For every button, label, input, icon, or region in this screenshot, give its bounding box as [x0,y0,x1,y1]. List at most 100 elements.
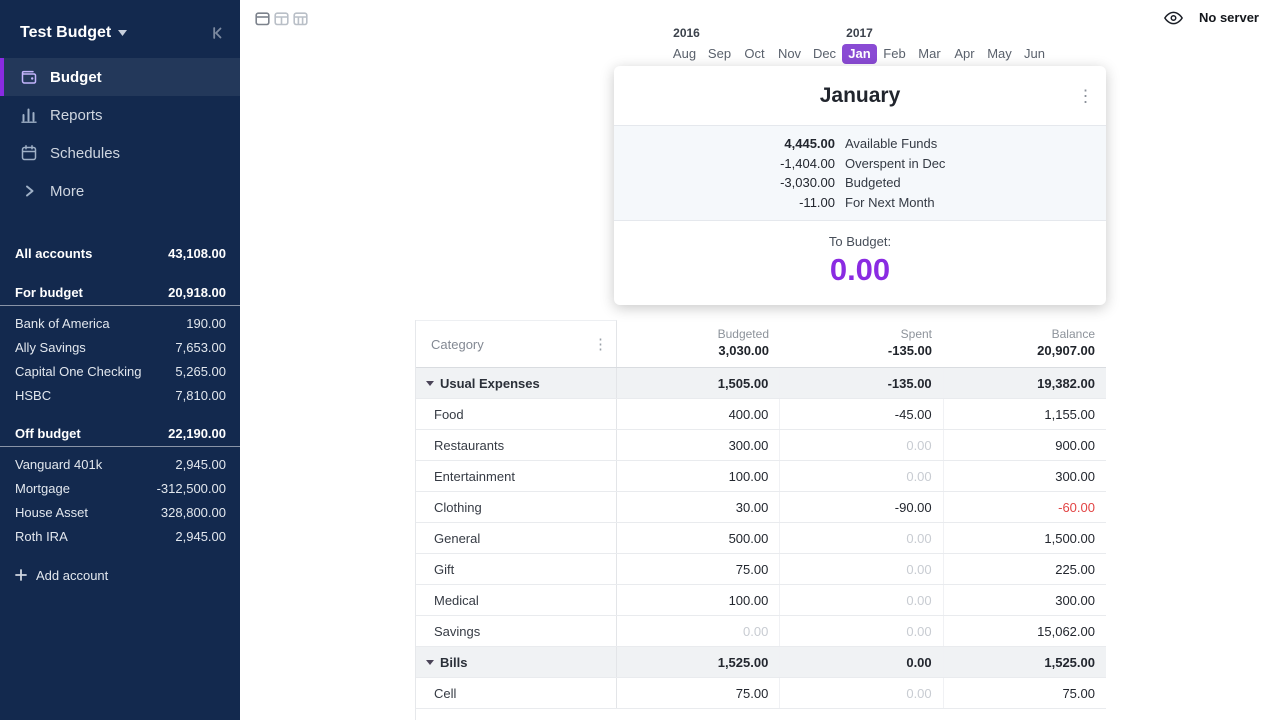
month-feb[interactable]: Feb [883,46,906,61]
account-row-bank-of-america[interactable]: Bank of America 190.00 [0,311,240,335]
balance-cell[interactable]: 1,525.00 [1044,654,1095,670]
spent-cell[interactable]: 0.00 [780,647,944,677]
add-account-button[interactable]: Add account [0,562,240,588]
spent-cell[interactable]: -90.00 [780,492,944,522]
budgeted-cell[interactable]: 100.00 [617,461,781,491]
summary-rows: 4,445.00 Available Funds -1,404.00 Overspen… [614,125,1106,221]
month-oct[interactable]: Oct [744,46,765,61]
category-name[interactable]: Gift [416,554,617,584]
balance-cell[interactable]: -60.00 [1058,499,1095,515]
balance-cell[interactable]: 225.00 [1055,561,1095,577]
spent-cell[interactable]: 0.00 [780,678,944,708]
month-dec[interactable]: Dec [812,46,837,61]
collapse-triangle-icon[interactable] [426,659,434,665]
server-status-button[interactable]: No server [1199,10,1259,25]
month-mar[interactable]: Mar [918,46,941,61]
balance-cell[interactable]: 15,062.00 [1037,623,1095,639]
sidebar-item-schedules[interactable]: Schedules [0,134,240,172]
sidebar-item-budget[interactable]: Budget [0,58,240,96]
category-name[interactable]: Entertainment [416,461,617,491]
collapse-sidebar-icon[interactable] [210,25,226,41]
category-name[interactable]: Medical [416,585,617,615]
group-row-bills[interactable]: Bills 1,525.00 0.00 1,525.00 [416,647,1106,678]
balance-cell[interactable]: 900.00 [1055,437,1095,453]
budgeted-column-header: Budgeted 3,030.00 [617,320,780,367]
balance-cell[interactable]: 300.00 [1055,468,1095,484]
category-name[interactable]: Savings [416,616,617,646]
section-total: 43,108.00 [168,245,226,261]
month-jun[interactable]: Jun [1024,46,1045,61]
account-row-house-asset[interactable]: House Asset 328,800.00 [0,500,240,524]
balance-cell[interactable]: 19,382.00 [1037,375,1095,391]
spent-cell[interactable]: 0.00 [780,430,944,460]
spent-cell[interactable]: 0.00 [780,616,944,646]
spent-cell[interactable]: -45.00 [780,399,944,429]
summary-label: Budgeted [845,175,901,190]
spent-cell[interactable]: 0.00 [780,554,944,584]
category-row-food: Food 400.00 -45.00 1,155.00 [416,399,1106,430]
group-name[interactable]: Usual Expenses [416,368,617,398]
month-apr[interactable]: Apr [954,46,975,61]
budgeted-cell[interactable]: 75.00 [617,678,781,708]
group-row-usual-expenses[interactable]: Usual Expenses 1,505.00 -135.00 19,382.00 [416,368,1106,399]
chevron-right-icon [20,182,38,200]
section-header-off-budget[interactable]: Off budget 22,190.00 [0,421,240,447]
year-label-2017: 2017 [846,26,873,40]
account-row-mortgage[interactable]: Mortgage -312,500.00 [0,476,240,500]
spent-cell[interactable]: 0.00 [780,585,944,615]
account-row-ally-savings[interactable]: Ally Savings 7,653.00 [0,335,240,359]
month-may[interactable]: May [987,46,1012,61]
budgeted-cell[interactable]: 0.00 [617,616,781,646]
balance-cell[interactable]: 1,500.00 [1044,530,1095,546]
month-aug[interactable]: Aug [672,46,697,61]
sidebar-nav: Budget Reports Schedules More [0,58,240,210]
budgeted-cell[interactable]: 1,505.00 [617,368,781,398]
spent-cell[interactable]: 0.00 [780,461,944,491]
category-row-gift: Gift 75.00 0.00 225.00 [416,554,1106,585]
account-row-capital-one-checking[interactable]: Capital One Checking 5,265.00 [0,359,240,383]
account-row-hsbc[interactable]: HSBC 7,810.00 [0,383,240,407]
spent-cell[interactable]: -135.00 [780,368,944,398]
month-jan[interactable]: Jan [842,44,877,64]
category-menu-kebab-icon[interactable]: ⋮ [593,335,608,353]
group-name[interactable]: Bills [416,647,617,677]
one-month-view-icon[interactable] [255,11,270,26]
sidebar-item-reports[interactable]: Reports [0,96,240,134]
budgeted-cell[interactable]: 100.00 [617,585,781,615]
three-month-view-icon[interactable] [293,11,308,26]
category-name[interactable]: Clothing [416,492,617,522]
account-balance: 5,265.00 [175,363,226,379]
budget-page: No server 2016 2017 Aug Sep Oct Nov Dec Jan Fe… [240,0,1280,720]
category-name[interactable]: Restaurants [416,430,617,460]
month-sep[interactable]: Sep [707,46,732,61]
collapse-triangle-icon[interactable] [426,380,434,386]
budget-name[interactable]: Test Budget [20,24,112,41]
budget-table: Category ⋮ Budgeted 3,030.00 Spent -135.… [415,320,1106,720]
card-menu-kebab-icon[interactable]: ⋮ [1077,86,1094,105]
category-name[interactable]: General [416,523,617,553]
category-column-header: Category [431,336,484,352]
budgeted-cell[interactable]: 300.00 [617,430,781,460]
to-budget-amount[interactable]: 0.00 [829,252,891,287]
spent-cell[interactable]: 0.00 [780,523,944,553]
balance-cell[interactable]: 1,155.00 [1044,406,1095,422]
account-row-roth-ira[interactable]: Roth IRA 2,945.00 [0,524,240,548]
budgeted-cell[interactable]: 1,525.00 [617,647,781,677]
category-name[interactable]: Cell [416,678,617,708]
two-month-view-icon[interactable] [274,11,289,26]
balance-cell[interactable]: 300.00 [1055,592,1095,608]
section-header-all-accounts[interactable]: All accounts 43,108.00 [0,240,240,266]
section-header-for-budget[interactable]: For budget 20,918.00 [0,280,240,306]
budgeted-cell[interactable]: 500.00 [617,523,781,553]
account-row-vanguard-401k[interactable]: Vanguard 401k 2,945.00 [0,452,240,476]
privacy-eye-icon[interactable] [1164,11,1184,25]
budgeted-cell[interactable]: 400.00 [617,399,781,429]
month-nov[interactable]: Nov [777,46,802,61]
sidebar-item-more[interactable]: More [0,172,240,210]
budgeted-cell[interactable]: 75.00 [617,554,781,584]
budgeted-cell[interactable]: 30.00 [617,492,781,522]
account-name: Capital One Checking [15,363,142,379]
balance-cell[interactable]: 75.00 [1062,685,1095,701]
category-name[interactable]: Food [416,399,617,429]
category-row-general: General 500.00 0.00 1,500.00 [416,523,1106,554]
